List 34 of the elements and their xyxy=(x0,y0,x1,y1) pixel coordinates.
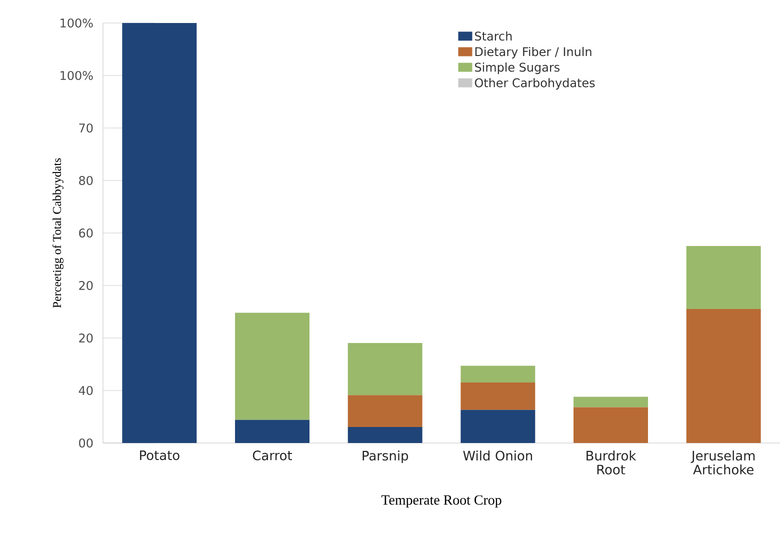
text: 80 xyxy=(79,176,93,186)
text: 20 xyxy=(79,333,93,343)
x-tick-label: Potato xyxy=(140,450,180,460)
legend-label: Starch xyxy=(475,31,512,41)
x-tick-label: Wild Onion xyxy=(463,450,532,461)
bar xyxy=(235,420,310,443)
x-tick-label: Burdrok Root xyxy=(586,450,636,474)
bar xyxy=(348,427,422,443)
text: 00 xyxy=(79,438,93,448)
bar xyxy=(574,407,648,443)
bar xyxy=(235,312,310,420)
x-axis-title: Temperate Root Crop xyxy=(381,495,502,508)
legend-label: Other Carbohydates xyxy=(474,78,595,90)
text: 60 xyxy=(79,228,93,238)
bar xyxy=(686,246,761,310)
y-axis-title: Perceetigg of Total Cabbyydats xyxy=(52,158,64,308)
bar xyxy=(122,22,197,443)
bar xyxy=(574,396,648,408)
bar xyxy=(460,410,536,443)
bar xyxy=(460,382,536,410)
text: 40 xyxy=(78,386,93,396)
text: 70 xyxy=(79,123,93,133)
text: 100% xyxy=(60,18,93,28)
x-tick-label: Carrot xyxy=(252,450,292,460)
text: 20 xyxy=(79,280,93,290)
legend-label: Dietary Fiber / Inuln xyxy=(475,46,592,59)
x-tick-label: Jeruselam Artichoke xyxy=(690,450,755,474)
legend-label: Simple Sugars xyxy=(475,62,560,74)
text: 100% xyxy=(60,70,93,80)
bar xyxy=(348,343,422,396)
x-tick-label: Parsnip xyxy=(362,450,408,464)
bar xyxy=(348,395,422,428)
bar xyxy=(460,366,536,383)
bar xyxy=(686,309,761,443)
